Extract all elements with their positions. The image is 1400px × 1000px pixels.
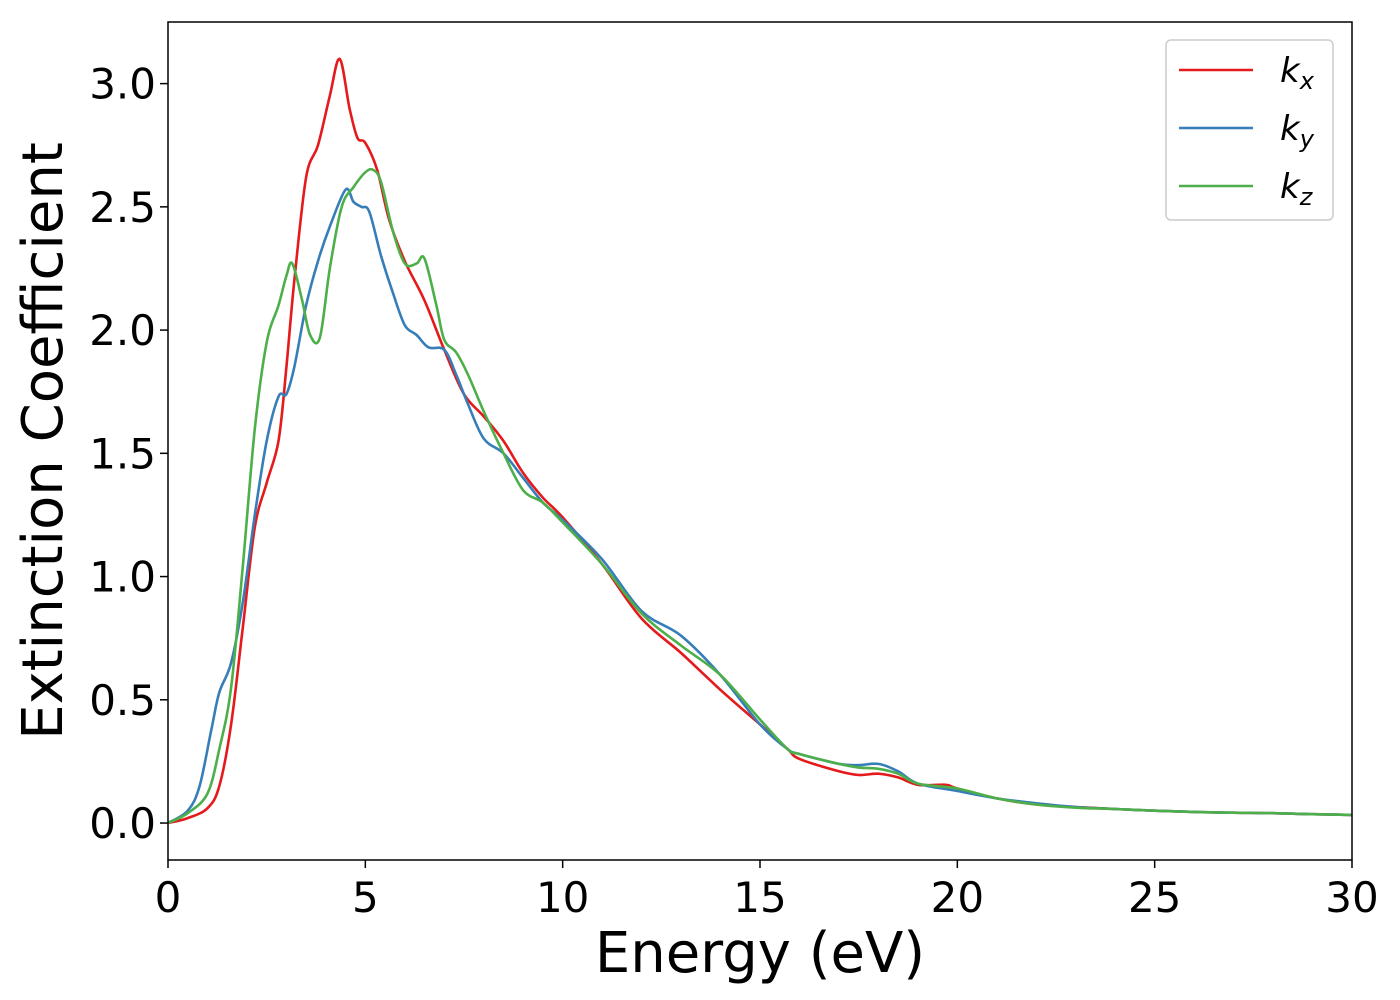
legend-label-kx: kx [1280,51,1315,95]
y-tick-label: 1.0 [89,553,156,602]
y-axis: 0.0 0.5 1.0 1.5 2.0 2.5 3.0 [89,60,168,848]
y-tick-label: 0.0 [89,799,156,848]
x-axis-title: Energy (eV) [595,921,925,986]
x-tick-label: 30 [1325,873,1378,922]
series-layer [168,57,1352,825]
y-tick-label: 2.0 [89,306,156,355]
x-tick-label: 10 [536,873,589,922]
y-tick-label: 1.5 [89,429,156,478]
x-axis: 0 5 10 15 20 25 30 [155,860,1379,922]
x-tick-label: 0 [155,873,182,922]
y-tick-label: 3.0 [89,60,156,109]
legend: kx ky kz [1165,39,1334,221]
x-tick-label: 25 [1128,873,1181,922]
y-tick-label: 2.5 [89,183,156,232]
legend-label-ky: ky [1280,109,1315,153]
x-tick-label: 15 [733,873,786,922]
y-tick-label: 0.5 [89,676,156,725]
legend-label-kz: kz [1280,167,1314,211]
x-tick-label: 20 [931,873,984,922]
x-tick-label: 5 [352,873,379,922]
series-line-kz [168,167,1352,825]
legend-box [1165,39,1334,221]
y-axis-title: Extinction Coefficient [11,142,76,740]
